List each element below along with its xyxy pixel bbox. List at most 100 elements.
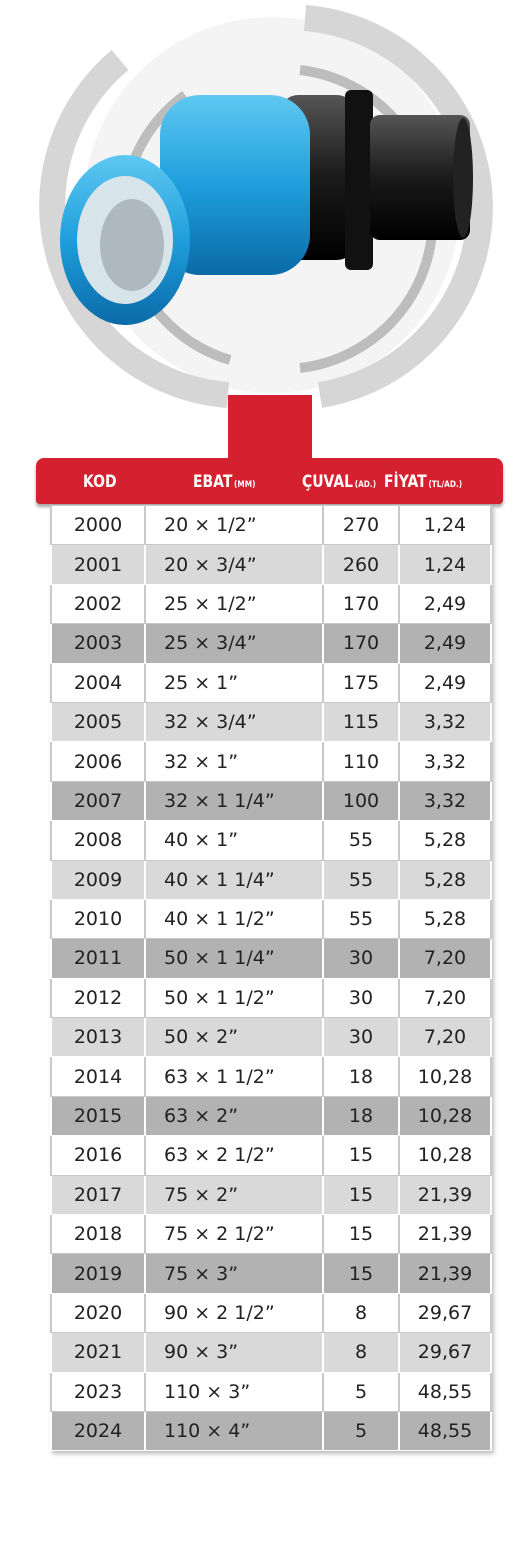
header-cell: ÇUVAL (AD.) — [302, 458, 376, 504]
table-row: 2019 75 × 3” 15 21,39 — [50, 1253, 492, 1294]
code-cell: 2011 — [50, 938, 146, 979]
table-row: 2009 40 × 1 1/4” 55 5,28 — [50, 859, 492, 900]
header-cell: FİYAT (TL/AD.) — [384, 458, 462, 504]
quantity-cell: 5 — [322, 1410, 400, 1452]
code-cell: 2019 — [50, 1253, 146, 1294]
code-cell: 2006 — [50, 741, 146, 782]
code-cell: 2018 — [50, 1214, 146, 1255]
code-cell: 2000 — [50, 504, 146, 546]
quantity-cell: 15 — [322, 1253, 400, 1294]
price-cell: 10,28 — [398, 1095, 492, 1137]
size-cell: 75 × 3” — [144, 1253, 324, 1294]
size-cell: 25 × 1/2” — [144, 583, 324, 625]
code-cell: 2004 — [50, 662, 146, 703]
size-cell: 90 × 3” — [144, 1332, 324, 1373]
price-cell: 7,20 — [398, 1017, 492, 1058]
table-row: 2002 25 × 1/2” 170 2,49 — [50, 583, 492, 625]
price-cell: 2,49 — [398, 583, 492, 625]
quantity-cell: 110 — [322, 741, 400, 782]
blue-nut — [160, 95, 310, 275]
header-unit: (MM) — [234, 480, 256, 490]
code-cell: 2020 — [50, 1292, 146, 1334]
size-cell: 32 × 1 1/4” — [144, 780, 324, 822]
size-cell: 32 × 3/4” — [144, 701, 324, 743]
quantity-cell: 55 — [322, 859, 400, 900]
price-cell: 3,32 — [398, 741, 492, 782]
size-cell: 110 × 3” — [144, 1371, 324, 1412]
size-cell: 40 × 1 1/4” — [144, 859, 324, 900]
quantity-cell: 30 — [322, 938, 400, 979]
price-cell: 1,24 — [398, 544, 492, 585]
size-cell: 75 × 2” — [144, 1174, 324, 1216]
size-cell: 25 × 3/4” — [144, 623, 324, 664]
table-row: 2007 32 × 1 1/4” 100 3,32 — [50, 780, 492, 822]
code-cell: 2008 — [50, 820, 146, 861]
price-cell: 10,28 — [398, 1135, 492, 1176]
quantity-cell: 30 — [322, 977, 400, 1019]
table-row: 2004 25 × 1” 175 2,49 — [50, 662, 492, 703]
size-cell: 63 × 2” — [144, 1095, 324, 1137]
thread — [370, 115, 470, 240]
quantity-cell: 8 — [322, 1292, 400, 1334]
ring — [303, 5, 493, 408]
code-cell: 2009 — [50, 859, 146, 900]
ring — [39, 50, 229, 408]
table-row: 2012 50 × 1 1/2” 30 7,20 — [50, 977, 492, 1019]
quantity-cell: 18 — [322, 1056, 400, 1097]
code-cell: 2005 — [50, 701, 146, 743]
price-cell: 1,24 — [398, 504, 492, 546]
code-cell: 2023 — [50, 1371, 146, 1412]
price-cell: 48,55 — [398, 1371, 492, 1412]
size-cell: 25 × 1” — [144, 662, 324, 703]
size-cell: 50 × 1 1/4” — [144, 938, 324, 979]
price-cell: 5,28 — [398, 898, 492, 940]
size-cell: 32 × 1” — [144, 741, 324, 782]
table-row: 2016 63 × 2 1/2” 15 10,28 — [50, 1135, 492, 1176]
table-row: 2006 32 × 1” 110 3,32 — [50, 741, 492, 782]
quantity-cell: 15 — [322, 1214, 400, 1255]
quantity-cell: 260 — [322, 544, 400, 585]
price-cell: 7,20 — [398, 977, 492, 1019]
price-cell: 3,32 — [398, 701, 492, 743]
quantity-cell: 18 — [322, 1095, 400, 1137]
code-cell: 2010 — [50, 898, 146, 940]
code-cell: 2003 — [50, 623, 146, 664]
price-cell: 21,39 — [398, 1174, 492, 1216]
code-cell: 2015 — [50, 1095, 146, 1137]
product-image — [39, 5, 493, 465]
table-row: 2023 110 × 3” 5 48,55 — [50, 1371, 492, 1412]
price-cell: 2,49 — [398, 662, 492, 703]
size-cell: 50 × 1 1/2” — [144, 977, 324, 1019]
quantity-cell: 100 — [322, 780, 400, 822]
price-cell: 5,28 — [398, 859, 492, 900]
table-row: 2005 32 × 3/4” 115 3,32 — [50, 701, 492, 743]
price-cell: 29,67 — [398, 1332, 492, 1373]
header-label: FİYAT — [384, 472, 427, 492]
size-cell: 90 × 2 1/2” — [144, 1292, 324, 1334]
table-row: 2018 75 × 2 1/2” 15 21,39 — [50, 1214, 492, 1255]
quantity-cell: 55 — [322, 820, 400, 861]
header-unit: (TL/AD.) — [428, 480, 463, 490]
size-cell: 75 × 2 1/2” — [144, 1214, 324, 1255]
code-cell: 2024 — [50, 1410, 146, 1452]
quantity-cell: 15 — [322, 1135, 400, 1176]
price-cell: 10,28 — [398, 1056, 492, 1097]
bore-inner — [100, 199, 164, 291]
table-row: 2020 90 × 2 1/2” 8 29,67 — [50, 1292, 492, 1334]
header-cell: KOD — [83, 458, 117, 504]
header-unit: (AD.) — [354, 480, 377, 490]
quantity-cell: 8 — [322, 1332, 400, 1373]
size-cell: 63 × 1 1/2” — [144, 1056, 324, 1097]
price-cell: 3,32 — [398, 780, 492, 822]
table-row: 2014 63 × 1 1/2” 18 10,28 — [50, 1056, 492, 1097]
price-cell: 5,28 — [398, 820, 492, 861]
table-row: 2001 20 × 3/4” 260 1,24 — [50, 544, 492, 585]
table-row: 2015 63 × 2” 18 10,28 — [50, 1095, 492, 1137]
table-row: 2017 75 × 2” 15 21,39 — [50, 1174, 492, 1216]
price-cell: 48,55 — [398, 1410, 492, 1452]
size-cell: 50 × 2” — [144, 1017, 324, 1058]
size-cell: 20 × 1/2” — [144, 504, 324, 546]
quantity-cell: 55 — [322, 898, 400, 940]
quantity-cell: 170 — [322, 623, 400, 664]
price-cell: 7,20 — [398, 938, 492, 979]
